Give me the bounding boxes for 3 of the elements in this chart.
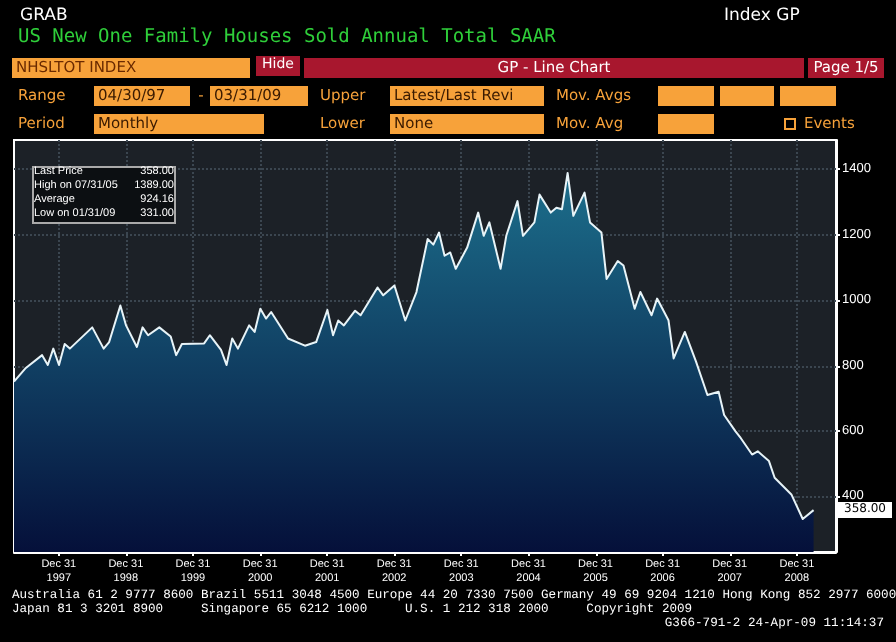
text: GRAB (18, 6, 70, 26)
text: Index GP (722, 6, 802, 26)
chart-title: US New One Family Houses Sold Annual Total SAAR (18, 26, 558, 52)
